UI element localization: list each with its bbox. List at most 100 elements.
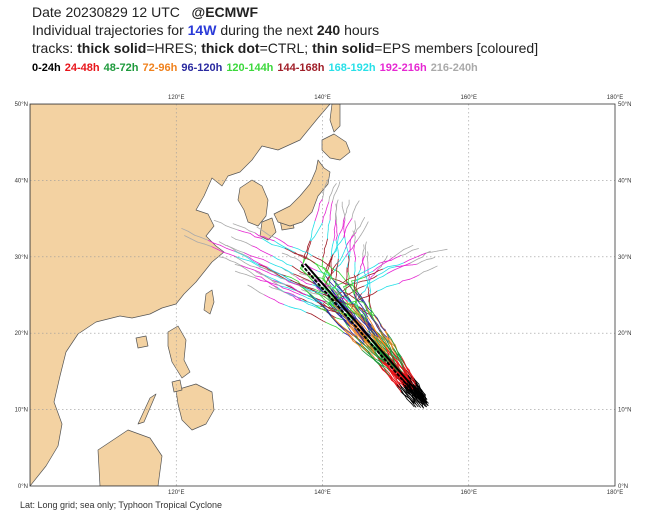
eps-track-segment xyxy=(299,293,304,297)
eps-track-segment xyxy=(326,262,330,267)
eps-track-segment xyxy=(272,255,279,260)
eps-track-segment xyxy=(302,286,307,290)
eps-track-segment xyxy=(393,371,399,378)
eps-track-segment xyxy=(286,270,294,275)
eps-track-segment xyxy=(362,309,365,313)
eps-track-segment xyxy=(239,272,247,275)
eps-track-segment xyxy=(337,237,339,244)
eps-track-segment xyxy=(350,331,357,337)
eps-track-segment xyxy=(366,321,372,326)
eps-track-segment xyxy=(277,287,282,291)
eps-track-segment xyxy=(307,252,313,257)
source-label: @ECMWF xyxy=(191,4,259,20)
eps-track-segment xyxy=(238,225,246,229)
eps-track-segment xyxy=(347,297,353,305)
date-label: Date 20230829 12 UTC xyxy=(32,4,180,20)
eps-track-segment xyxy=(360,336,365,343)
eps-track-segment xyxy=(382,368,389,376)
eps-track-segment xyxy=(315,278,320,282)
eps-track-segment xyxy=(363,255,366,259)
eps-track-segment xyxy=(395,358,400,365)
eps-track-segment xyxy=(309,240,312,245)
eps-track-segment xyxy=(327,309,334,312)
eps-track-segment xyxy=(304,300,311,303)
eps-track-segment xyxy=(248,230,256,234)
eps-track-segment xyxy=(285,284,291,286)
eps-track-segment xyxy=(281,277,286,280)
eps-track-segment xyxy=(295,282,303,286)
eps-track-segment xyxy=(276,275,282,279)
eps-track-segment xyxy=(363,226,367,232)
eps-track-segment xyxy=(226,245,234,250)
eps-track-segment xyxy=(245,274,251,277)
eps-track-segment xyxy=(390,257,397,261)
eps-track-segment xyxy=(348,327,352,333)
eps-track-segment xyxy=(344,227,347,234)
eps-track-segment xyxy=(288,289,295,293)
eps-track-segment xyxy=(311,267,318,271)
eps-track-segment xyxy=(383,361,391,369)
eps-track-segment xyxy=(355,307,360,313)
eps-track-segment xyxy=(366,325,372,332)
eps-track-segment xyxy=(355,341,362,348)
eps-track-segment xyxy=(292,293,298,298)
eps-track-segment xyxy=(397,366,403,373)
eps-track-segment xyxy=(343,219,346,225)
eps-track-segment xyxy=(279,239,285,244)
eps-track-segment xyxy=(379,340,386,349)
eps-track-segment xyxy=(322,302,327,307)
eps-track-segment xyxy=(352,303,357,312)
eps-track-segment xyxy=(295,257,301,262)
eps-track-segment xyxy=(399,373,405,379)
eps-track-segment xyxy=(258,264,266,268)
eps-track-segment xyxy=(335,239,338,246)
eps-track-segment xyxy=(290,256,297,259)
eps-track-segment xyxy=(257,262,263,266)
eps-track-segment xyxy=(358,309,362,316)
eps-track-segment xyxy=(356,291,362,297)
lat-tick-label-right: 30°N xyxy=(618,255,631,261)
eps-track-segment xyxy=(255,247,262,251)
eps-track-segment xyxy=(356,331,362,338)
eps-track-segment xyxy=(356,302,359,309)
eps-track-segment xyxy=(318,299,324,302)
eps-track-segment xyxy=(382,272,388,277)
eps-track-segment xyxy=(326,201,330,208)
eps-track-segment xyxy=(322,300,328,303)
eps-track-segment xyxy=(187,230,195,236)
eps-track-segment xyxy=(292,273,299,277)
eps-track-segment xyxy=(232,248,238,253)
eps-track-segment xyxy=(324,296,330,302)
eps-track-segment xyxy=(370,320,374,327)
eps-track-segment xyxy=(387,269,395,274)
eps-track-segment xyxy=(234,261,242,266)
eps-track-segment xyxy=(396,350,402,357)
eps-track-segment xyxy=(385,370,390,376)
eps-track-segment xyxy=(336,241,341,247)
eps-track-segment xyxy=(271,287,277,290)
eps-track-segment xyxy=(222,251,230,255)
eps-track-segment xyxy=(418,271,424,276)
eps-track-segment xyxy=(219,244,228,249)
eps-track-segment xyxy=(286,287,294,291)
eps-track-segment xyxy=(332,240,335,246)
thin-solid-label: thin solid xyxy=(312,40,375,56)
eps-track-segment xyxy=(400,356,405,362)
line2-prefix: Individual trajectories for xyxy=(32,22,184,38)
eps-track-segment xyxy=(380,352,385,358)
eps-track-segment xyxy=(218,241,227,246)
eps-track-segment xyxy=(398,383,403,390)
eps-track-segment xyxy=(374,360,381,366)
eps-track-segment xyxy=(400,388,405,395)
eps-track-segment xyxy=(310,236,315,241)
eps-track-segment xyxy=(361,280,368,282)
eps-track-segment xyxy=(391,353,397,360)
eps-track-segment xyxy=(377,266,382,270)
eps-track-segment xyxy=(380,343,385,350)
eps-track-segment xyxy=(320,265,326,269)
eps-track-segment xyxy=(345,323,349,329)
eps-track-segment xyxy=(297,248,304,252)
eps-track-segment xyxy=(327,219,331,226)
eps-track-segment xyxy=(275,265,282,268)
eps-track-segment xyxy=(329,300,334,308)
